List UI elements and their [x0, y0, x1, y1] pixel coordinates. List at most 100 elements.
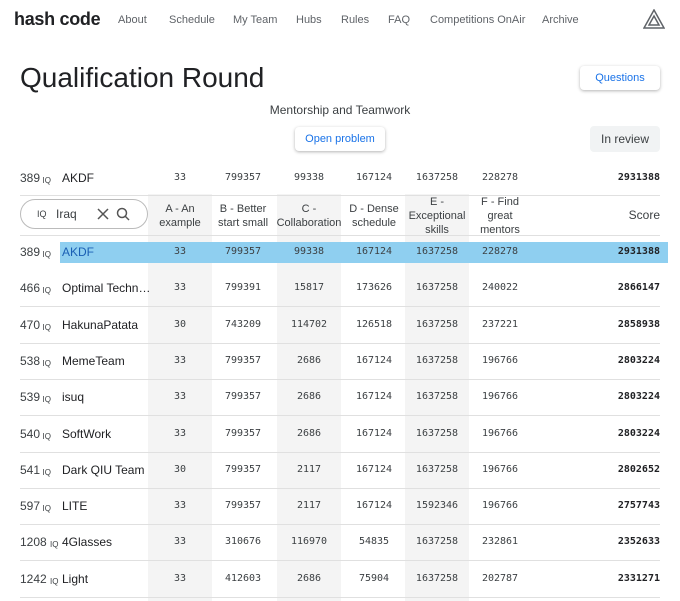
- row-highlight: [60, 242, 668, 263]
- nav-link[interactable]: About: [118, 14, 147, 26]
- score-cell: 2117: [296, 463, 322, 475]
- score-cell: 167124: [355, 391, 393, 403]
- column-header[interactable]: F - Find great mentors: [480, 196, 520, 236]
- search-box[interactable]: [20, 199, 148, 229]
- country-code: IQ: [42, 395, 51, 405]
- separator: [20, 560, 660, 562]
- score-cell: 2686: [296, 354, 322, 366]
- score-cell: 167124: [355, 172, 393, 183]
- rank: 1208: [20, 535, 47, 550]
- nav-link[interactable]: Schedule: [169, 14, 215, 26]
- score-cell: 1637258: [415, 391, 459, 403]
- questions-button[interactable]: Questions: [580, 66, 660, 90]
- score-cell: 310676: [224, 536, 262, 548]
- score-cell: 2686: [296, 391, 322, 403]
- score-cell: 33: [173, 427, 187, 439]
- score-cell: 1637258: [415, 318, 459, 330]
- team-name[interactable]: AKDF: [62, 171, 95, 185]
- total-score: 2803224: [617, 391, 660, 403]
- score-cell: 799357: [224, 500, 262, 512]
- country-code: IQ: [42, 431, 51, 441]
- score-cell: 33: [173, 536, 187, 548]
- team-name[interactable]: HakunaPatata: [62, 317, 139, 332]
- score-cell: 99338: [293, 246, 325, 257]
- score-cell: 33: [173, 354, 187, 366]
- score-cell: 1637258: [415, 463, 459, 475]
- score-cell: 167124: [355, 246, 393, 257]
- score-cell: 228278: [481, 172, 519, 183]
- score-cell: 196766: [481, 463, 519, 475]
- nav-link[interactable]: Archive: [542, 14, 579, 26]
- score-cell: 799357: [224, 391, 262, 403]
- team-name[interactable]: 4Glasses: [62, 535, 113, 550]
- team-name[interactable]: MemeTeam: [62, 353, 125, 368]
- column-header[interactable]: E - Exceptional skills: [408, 196, 466, 236]
- score-cell: 799357: [224, 427, 262, 439]
- score-cell: 2686: [296, 572, 322, 584]
- score-cell: 799357: [224, 172, 262, 183]
- column-header[interactable]: D - Dense schedule: [349, 203, 399, 229]
- rank: 597: [20, 499, 41, 514]
- open-problem-button[interactable]: Open problem: [295, 127, 385, 151]
- search-query[interactable]: Iraq: [56, 207, 77, 221]
- rank: 389: [20, 171, 41, 185]
- score-cell: 196766: [481, 391, 519, 403]
- score-cell: 228278: [481, 246, 519, 257]
- nav-link[interactable]: Rules: [341, 14, 370, 26]
- score-cell: 54835: [358, 536, 390, 548]
- score-cell: 1592346: [415, 500, 459, 512]
- nav-link[interactable]: Hubs: [296, 14, 322, 26]
- round-subtitle: Mentorship and Teamwork: [269, 103, 411, 117]
- score-cell: 15817: [293, 282, 325, 294]
- column-header[interactable]: C - Collaboration: [276, 203, 342, 229]
- total-score: 2352633: [617, 536, 660, 548]
- score-cell: 33: [173, 572, 187, 584]
- country-code: IQ: [50, 576, 59, 586]
- score-cell: 33: [173, 282, 187, 294]
- column-header[interactable]: B - Better start small: [217, 203, 269, 229]
- country-code: IQ: [42, 504, 51, 514]
- score-cell: 167124: [355, 427, 393, 439]
- nav-link[interactable]: Competitions OnAir: [430, 14, 526, 26]
- score-cell: 196766: [481, 500, 519, 512]
- rank: 1242: [20, 571, 47, 586]
- score-cell: 30: [173, 318, 187, 330]
- score-cell: 1637258: [415, 354, 459, 366]
- separator: [20, 342, 660, 344]
- score-cell: 1637258: [415, 572, 459, 584]
- total-score: 2331271: [617, 572, 660, 584]
- score-cell: 202787: [481, 572, 519, 584]
- team-name[interactable]: Optimal Techn…: [62, 281, 151, 296]
- rank: 539: [20, 390, 41, 405]
- separator: [20, 378, 660, 380]
- score-cell: 30: [173, 463, 187, 475]
- search-icons[interactable]: [96, 207, 136, 221]
- score-cell: 743209: [224, 318, 262, 330]
- separator: [20, 487, 660, 489]
- team-name[interactable]: AKDF: [62, 245, 95, 259]
- separator: [20, 524, 660, 526]
- team-name[interactable]: Dark QIU Team: [62, 462, 145, 477]
- team-name[interactable]: isuq: [62, 390, 85, 405]
- logo-icon[interactable]: [643, 9, 665, 29]
- rank: 470: [20, 317, 41, 332]
- country-code: IQ: [42, 358, 51, 368]
- team-name[interactable]: LITE: [62, 499, 88, 514]
- team-name[interactable]: Light: [62, 571, 89, 586]
- rank: 389: [20, 245, 41, 259]
- country-code: IQ: [42, 322, 51, 332]
- nav-link[interactable]: My Team: [233, 14, 278, 26]
- total-score: 2858938: [617, 318, 660, 330]
- team-name[interactable]: SoftWork: [62, 426, 112, 441]
- nav-link[interactable]: FAQ: [388, 14, 411, 26]
- logo[interactable]: hash code: [14, 9, 101, 29]
- score-cell: 2117: [296, 500, 322, 512]
- score-cell: 167124: [355, 354, 393, 366]
- column-header[interactable]: A - An example: [159, 203, 201, 229]
- country-code: IQ: [42, 467, 51, 477]
- separator: [20, 195, 660, 196]
- score-cell: 240022: [481, 282, 519, 294]
- total-score: 2802652: [617, 463, 660, 475]
- score-cell: 1637258: [415, 427, 459, 439]
